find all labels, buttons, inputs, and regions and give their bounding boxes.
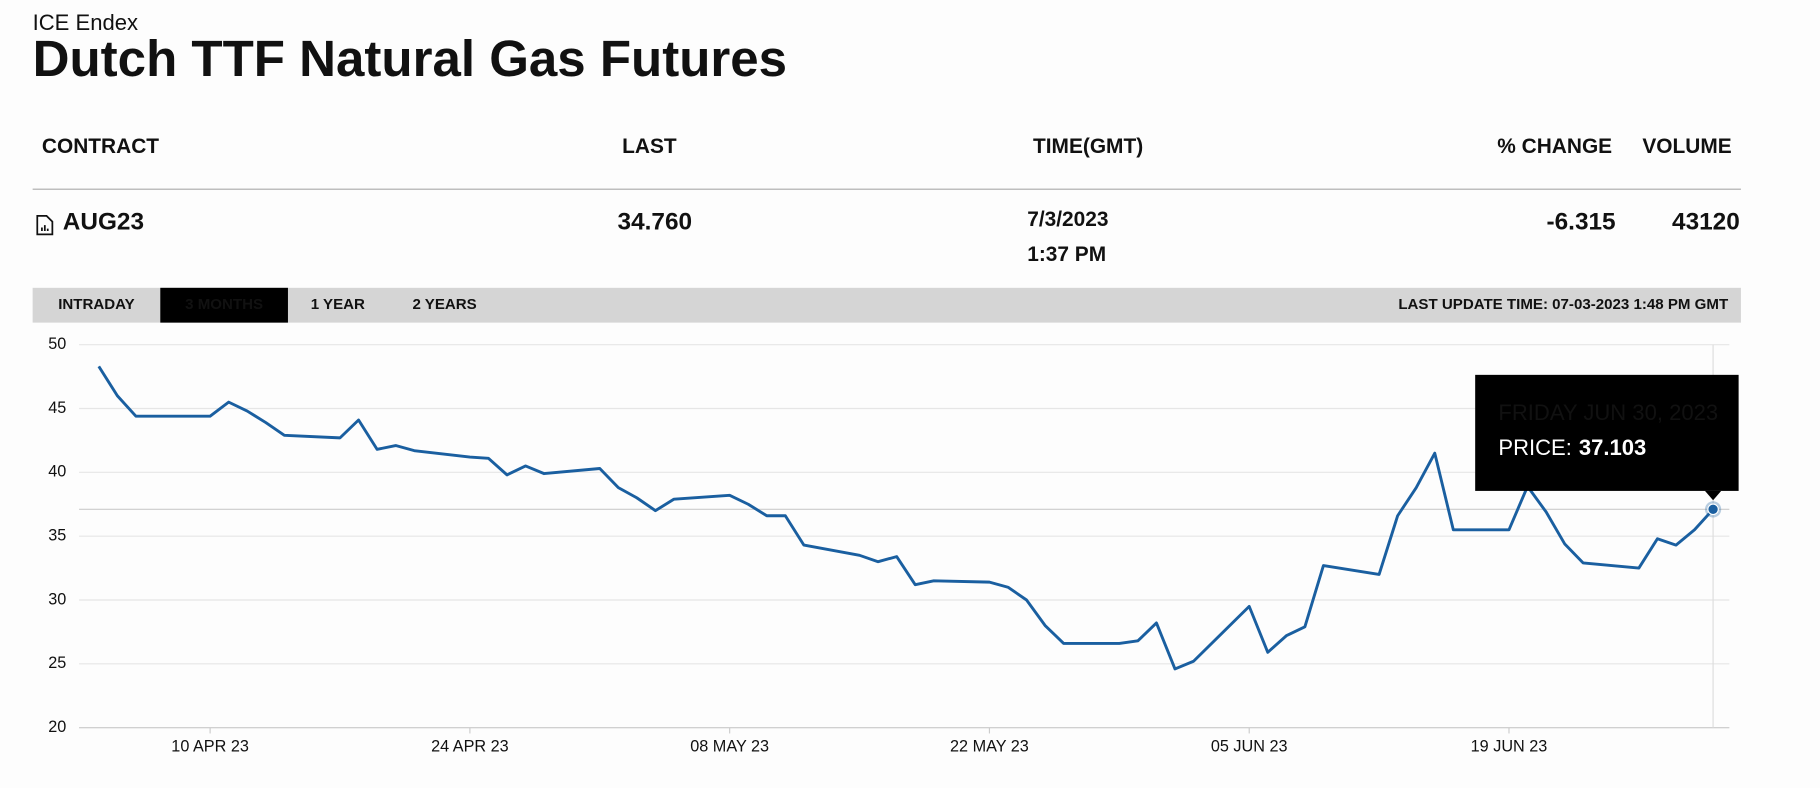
x-tick-label: 05 JUN 23 (1211, 738, 1288, 756)
y-tick-label: 35 (48, 526, 66, 544)
y-tick-label: 30 (48, 590, 66, 608)
x-tick-label: 10 APR 23 (171, 738, 249, 756)
contract[interactable]: AUG23 (63, 208, 144, 235)
tooltip-price: PRICE: 37.103 (1498, 435, 1646, 460)
y-tick-label: 20 (48, 718, 66, 736)
exchange: ICE Endex (33, 10, 138, 35)
column-header: TIME(GMT) (1033, 135, 1143, 158)
tooltip-value: 37.103 (1579, 435, 1646, 460)
price-line (97, 365, 1715, 671)
column-header: VOLUME (1642, 135, 1731, 158)
tooltip-date: FRIDAY JUN 30, 2023 (1498, 400, 1718, 425)
trade-date: 7/3/2023 (1027, 208, 1108, 231)
last-price: 34.760 (618, 208, 693, 235)
y-tick-label: 45 (48, 399, 66, 417)
tab[interactable]: 2 YEARS (412, 296, 476, 313)
tab[interactable]: 3 MONTHS (185, 296, 263, 313)
x-tick-label: 22 MAY 23 (950, 738, 1029, 756)
hover-point-core (1707, 503, 1719, 516)
tab[interactable]: INTRADAY (58, 296, 135, 313)
x-tick-label: 08 MAY 23 (690, 738, 769, 756)
x-tick-label: 24 APR 23 (431, 738, 509, 756)
last-update: LAST UPDATE TIME: 07-03-2023 1:48 PM GMT (1398, 296, 1729, 313)
doc-icon (36, 214, 54, 236)
percent-change: -6.315 (1547, 208, 1616, 235)
table-header: CONTRACT LAST TIME(GMT) % CHANGE VOLUME (42, 135, 1732, 158)
tab[interactable]: 1 YEAR (311, 296, 365, 313)
column-header: CONTRACT (42, 135, 159, 158)
x-tick-label: 19 JUN 23 (1471, 738, 1548, 756)
column-header: % CHANGE (1497, 135, 1612, 158)
tab-active (160, 287, 288, 323)
tab-bar (32, 287, 1741, 323)
tooltip (1475, 374, 1739, 491)
volume: 43120 (1672, 208, 1740, 235)
y-tick-label: 50 (48, 335, 66, 353)
trade-time: 1:37 PM (1027, 243, 1106, 266)
y-tick-label: 25 (48, 654, 66, 672)
tooltip-label: PRICE: (1498, 435, 1572, 460)
column-header: LAST (622, 135, 677, 158)
y-tick-label: 40 (48, 463, 66, 481)
page-title: Dutch TTF Natural Gas Futures (33, 30, 787, 87)
tooltip-pointer (1704, 490, 1722, 501)
